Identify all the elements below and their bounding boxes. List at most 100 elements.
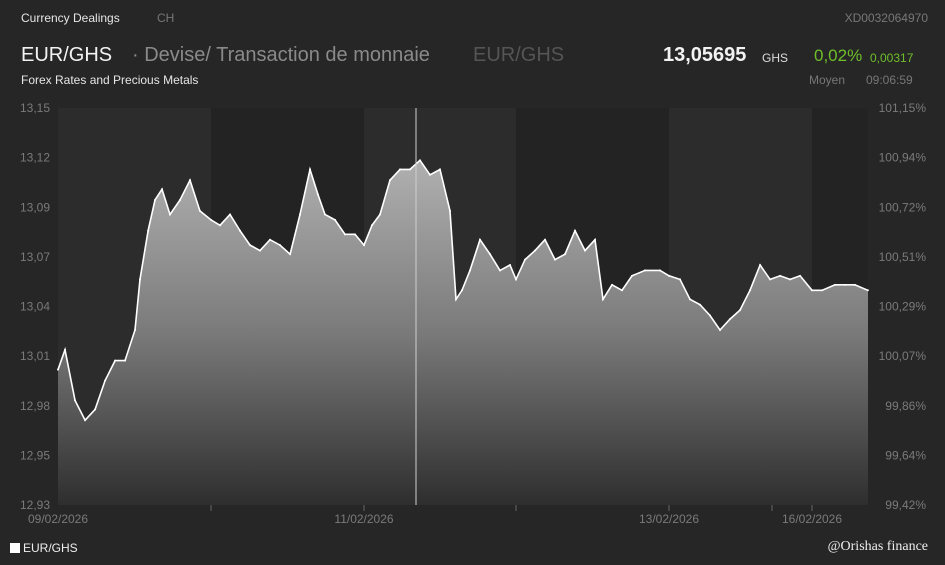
data-point [324, 213, 327, 216]
data-point [94, 408, 97, 411]
data-point [161, 188, 164, 191]
data-point [524, 258, 527, 261]
y-tick-label-right: 99,42% [885, 498, 926, 512]
data-point [104, 379, 107, 382]
data-point [343, 233, 346, 236]
data-point [248, 244, 251, 247]
data-point [508, 263, 511, 266]
data-point [278, 244, 281, 247]
legend-item[interactable]: EUR/GHS [10, 541, 78, 555]
data-point [769, 278, 772, 281]
quote-time: 09:06:59 [866, 73, 913, 87]
data-point [779, 274, 782, 277]
y-tick-label-right: 101,15% [879, 101, 927, 115]
data-point [573, 229, 576, 232]
data-point [188, 179, 191, 182]
data-point [299, 213, 302, 216]
y-tick-label-left: 12,93 [20, 498, 50, 512]
data-point [749, 289, 752, 292]
data-point [563, 253, 566, 256]
pair-title: EUR/GHS [21, 44, 113, 66]
y-tick-label-left: 13,04 [20, 300, 50, 314]
data-point [621, 289, 624, 292]
isin-label: XD0032064970 [844, 11, 928, 25]
y-tick-label-right: 99,64% [885, 448, 926, 462]
y-tick-label-right: 100,94% [879, 151, 927, 165]
data-point [114, 359, 117, 362]
data-point [84, 419, 87, 422]
data-point [229, 213, 232, 216]
data-point [719, 328, 722, 331]
price-type: Moyen [809, 73, 846, 87]
data-point [759, 263, 762, 266]
data-point [460, 289, 463, 292]
data-point [168, 213, 171, 216]
x-tick-label: 11/02/2026 [334, 512, 393, 526]
data-point [709, 314, 712, 317]
data-point [74, 399, 76, 402]
data-point [428, 173, 431, 176]
data-point [515, 278, 517, 281]
data-point [728, 318, 731, 321]
data-point [147, 229, 150, 232]
data-point [789, 278, 792, 281]
y-tick-label-right: 100,72% [879, 200, 927, 214]
change-percent: 0,02% [814, 46, 863, 65]
data-point [239, 229, 242, 232]
legend-label: EUR/GHS [23, 541, 78, 555]
category-label: Currency Dealings [21, 11, 120, 25]
data-point [448, 209, 451, 212]
y-tick-label-left: 13,09 [20, 200, 50, 214]
data-point [594, 238, 597, 241]
data-point [363, 244, 365, 247]
price-chart[interactable]: 13,15 13,12 13,09 13,07 13,04 13,01 12,98 12,95… [0, 0, 945, 535]
data-point [611, 283, 614, 286]
y-tick-label-left: 12,95 [20, 448, 50, 462]
data-point [64, 348, 67, 351]
data-point [399, 168, 402, 171]
data-point [418, 159, 421, 162]
data-point [820, 289, 823, 292]
data-point [643, 269, 646, 272]
data-point [370, 224, 373, 227]
data-point [866, 289, 869, 292]
data-point [198, 209, 201, 212]
country-label: CH [157, 11, 175, 25]
data-point [853, 283, 856, 286]
y-tick-label-right: 99,86% [885, 399, 926, 413]
data-point [316, 193, 319, 196]
data-point [583, 249, 586, 252]
y-tick-label-right: 100,29% [879, 300, 927, 314]
data-point [698, 303, 701, 306]
data-point [668, 274, 670, 277]
data-point [455, 298, 458, 301]
y-tick-label-left: 13,12 [20, 151, 50, 165]
data-point [409, 168, 412, 171]
y-tick-label-left: 12,98 [20, 399, 50, 413]
data-point [139, 278, 142, 281]
data-point [379, 213, 382, 216]
y-tick-label-left: 13,07 [20, 250, 50, 264]
legend-swatch [10, 543, 20, 553]
data-point [154, 199, 157, 202]
series-line [57, 159, 869, 422]
data-point [219, 224, 222, 227]
series-area [58, 160, 868, 506]
price-currency: GHS [762, 51, 789, 65]
data-point [811, 289, 813, 292]
instrument-description: · Devise/ Transaction de monnaie [132, 44, 430, 66]
credit-watermark: @Orishas finance [827, 539, 928, 554]
y-tick-label-left: 13,15 [20, 101, 50, 115]
change-absolute: 0,00317 [870, 51, 914, 65]
data-point [353, 233, 356, 236]
data-point [289, 253, 292, 256]
y-tick-label-right: 100,07% [879, 349, 927, 363]
data-point [799, 274, 802, 277]
data-point [489, 253, 492, 256]
data-point [178, 199, 181, 202]
data-point [739, 309, 742, 312]
data-point [309, 168, 312, 171]
data-point [333, 218, 336, 221]
data-point [469, 269, 472, 272]
data-point [679, 278, 682, 281]
